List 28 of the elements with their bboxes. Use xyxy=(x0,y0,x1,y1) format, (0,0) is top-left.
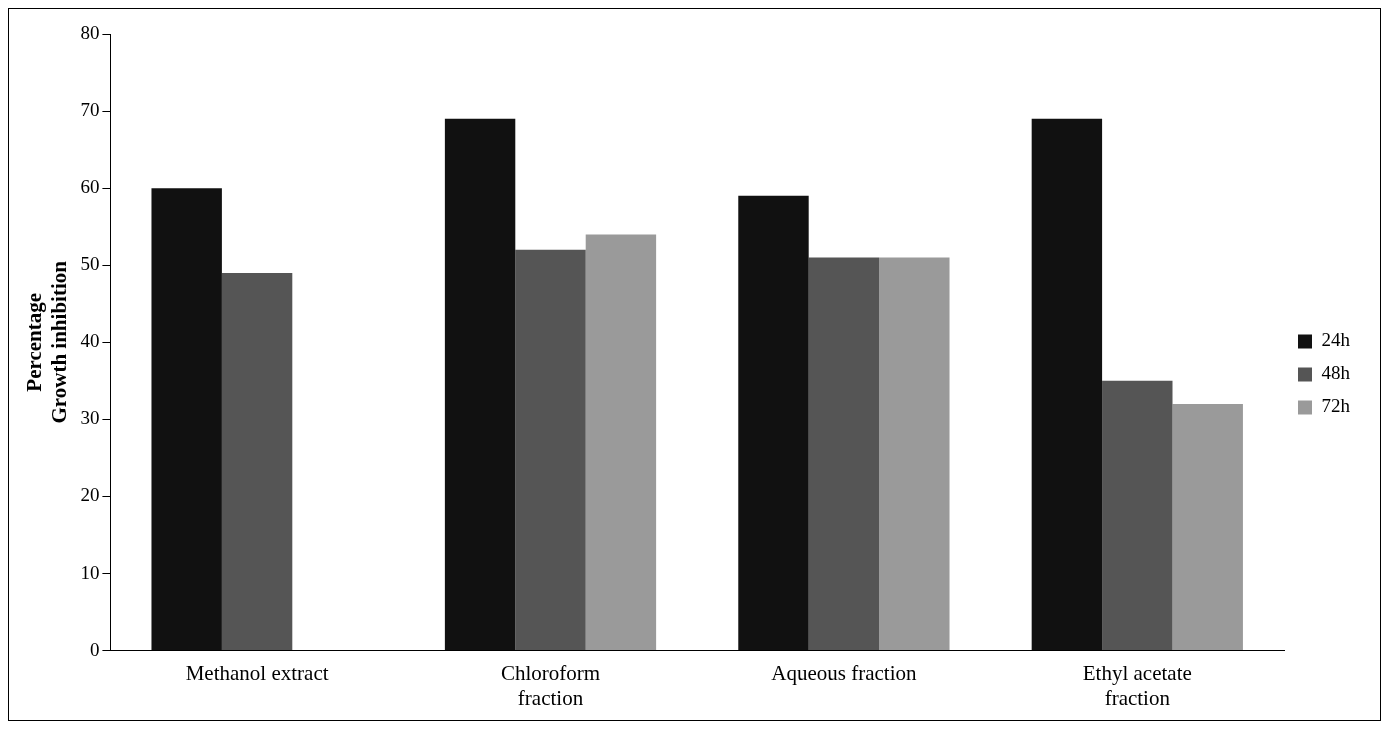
legend-label: 72h xyxy=(1321,395,1351,417)
bar xyxy=(879,257,950,651)
y-axis-title: Percentage Growth inhibition xyxy=(22,260,72,424)
y-tick-label: 0 xyxy=(89,638,100,660)
legend-label: 48h xyxy=(1321,362,1351,384)
y-tick-label: 40 xyxy=(80,330,100,352)
x-tick-label: Aqueous fraction xyxy=(771,660,917,685)
bar xyxy=(151,188,222,651)
bar xyxy=(1172,403,1243,651)
bar xyxy=(738,195,809,651)
bar xyxy=(808,257,880,651)
bar xyxy=(585,234,657,651)
y-tick-label: 20 xyxy=(80,484,100,506)
y-tick-label: 50 xyxy=(80,253,100,275)
y-tick-label: 30 xyxy=(80,407,100,429)
x-tick-label: Methanol extract xyxy=(185,660,329,685)
x-tick-label: Chloroform fraction xyxy=(500,660,601,710)
bar xyxy=(1031,118,1103,651)
bar xyxy=(444,118,516,651)
bar xyxy=(221,272,293,651)
y-tick-label: 80 xyxy=(80,21,100,43)
y-tick-label: 60 xyxy=(80,176,100,198)
bar xyxy=(515,249,586,651)
bar xyxy=(1102,380,1173,651)
legend-label: 24h xyxy=(1321,329,1351,351)
x-tick-label: Ethyl acetate fraction xyxy=(1082,660,1192,710)
y-tick-label: 10 xyxy=(80,561,100,583)
y-tick-label: 70 xyxy=(80,99,100,121)
